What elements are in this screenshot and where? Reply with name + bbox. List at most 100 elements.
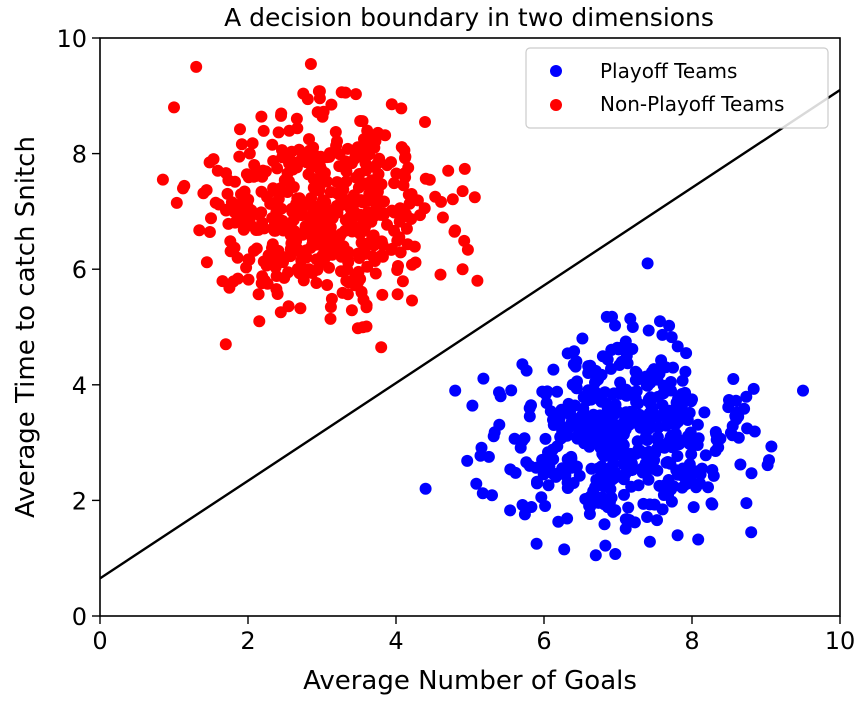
data-point bbox=[234, 123, 246, 136]
data-point bbox=[260, 259, 273, 272]
legend-marker-non-playoff bbox=[550, 99, 562, 111]
y-axis-label: Average Time to catch Snitch bbox=[11, 136, 41, 518]
data-point bbox=[685, 448, 698, 461]
data-point bbox=[558, 543, 571, 556]
data-point bbox=[253, 315, 266, 328]
legend: Playoff Teams Non-Playoff Teams bbox=[525, 47, 829, 129]
data-point bbox=[371, 126, 384, 139]
data-point bbox=[599, 539, 612, 552]
data-point bbox=[552, 515, 565, 528]
data-point bbox=[290, 112, 303, 125]
data-point bbox=[395, 141, 408, 154]
data-point bbox=[282, 266, 295, 279]
data-point bbox=[190, 60, 203, 73]
data-point bbox=[707, 469, 720, 482]
data-point bbox=[505, 384, 518, 397]
data-point bbox=[583, 499, 596, 512]
data-point bbox=[509, 466, 522, 479]
data-point bbox=[595, 395, 608, 408]
data-point bbox=[250, 242, 263, 255]
data-point bbox=[266, 138, 279, 151]
y-tick-label: 10 bbox=[56, 25, 87, 53]
ticks-layer: 0 2 4 6 8 10 0 2 4 6 8 10 bbox=[56, 25, 855, 655]
data-point bbox=[482, 450, 495, 463]
data-point bbox=[471, 274, 484, 287]
data-point bbox=[748, 425, 761, 438]
data-point bbox=[311, 234, 324, 247]
data-point bbox=[352, 181, 365, 194]
data-point bbox=[620, 383, 632, 396]
data-point bbox=[325, 98, 338, 111]
data-point bbox=[369, 267, 382, 280]
data-point bbox=[747, 382, 760, 395]
data-point bbox=[349, 88, 362, 101]
data-point bbox=[275, 109, 287, 122]
data-point bbox=[662, 474, 675, 486]
data-point bbox=[335, 265, 347, 278]
data-point bbox=[294, 302, 307, 315]
data-point bbox=[566, 378, 579, 391]
data-point bbox=[656, 399, 669, 412]
data-point bbox=[696, 462, 709, 475]
data-point bbox=[632, 418, 645, 431]
data-point bbox=[354, 115, 367, 127]
data-point bbox=[594, 472, 607, 485]
x-tick-label: 0 bbox=[92, 627, 107, 655]
chart-title: A decision boundary in two dimensions bbox=[224, 3, 714, 32]
data-point bbox=[402, 161, 415, 174]
data-point bbox=[547, 363, 560, 376]
data-point bbox=[458, 162, 471, 175]
data-point bbox=[686, 393, 698, 406]
data-point bbox=[561, 482, 574, 494]
data-point bbox=[393, 231, 406, 244]
data-point bbox=[625, 456, 638, 469]
data-point bbox=[493, 386, 505, 399]
data-point bbox=[651, 514, 663, 527]
data-point bbox=[375, 235, 388, 248]
legend-label-non-playoff: Non-Playoff Teams bbox=[600, 92, 784, 116]
data-point bbox=[350, 171, 363, 184]
data-point bbox=[352, 265, 365, 278]
data-point bbox=[231, 209, 244, 221]
data-point bbox=[313, 155, 326, 168]
data-point bbox=[585, 462, 598, 475]
data-point bbox=[556, 462, 569, 475]
data-point bbox=[399, 171, 412, 184]
data-point bbox=[493, 418, 506, 431]
data-point bbox=[224, 235, 237, 248]
data-point bbox=[477, 372, 490, 385]
data-point bbox=[358, 152, 371, 165]
data-point bbox=[670, 464, 683, 477]
data-point bbox=[691, 418, 704, 431]
data-point bbox=[406, 294, 418, 307]
x-tick-label: 2 bbox=[240, 627, 255, 655]
data-point bbox=[231, 272, 244, 285]
data-point bbox=[664, 376, 677, 388]
y-tick-label: 4 bbox=[72, 372, 87, 400]
data-point bbox=[419, 482, 432, 495]
data-point bbox=[531, 477, 543, 490]
data-point bbox=[278, 174, 291, 187]
data-point bbox=[434, 268, 447, 281]
data-point bbox=[523, 410, 536, 423]
data-point bbox=[542, 479, 555, 492]
data-point bbox=[621, 419, 634, 431]
data-point bbox=[271, 288, 284, 300]
data-point bbox=[257, 124, 270, 137]
data-point bbox=[358, 133, 370, 146]
x-tick-label: 4 bbox=[388, 627, 403, 655]
data-point bbox=[242, 273, 255, 286]
data-point bbox=[220, 203, 233, 216]
legend-box bbox=[525, 47, 829, 129]
data-point bbox=[203, 226, 216, 238]
data-point bbox=[310, 277, 323, 289]
data-point bbox=[539, 388, 552, 401]
data-point bbox=[269, 224, 282, 237]
data-point bbox=[353, 252, 366, 264]
data-point bbox=[537, 458, 550, 471]
data-point bbox=[663, 434, 676, 447]
data-point bbox=[643, 535, 656, 548]
data-point bbox=[240, 261, 253, 274]
data-point bbox=[324, 301, 337, 313]
data-point bbox=[399, 208, 412, 221]
